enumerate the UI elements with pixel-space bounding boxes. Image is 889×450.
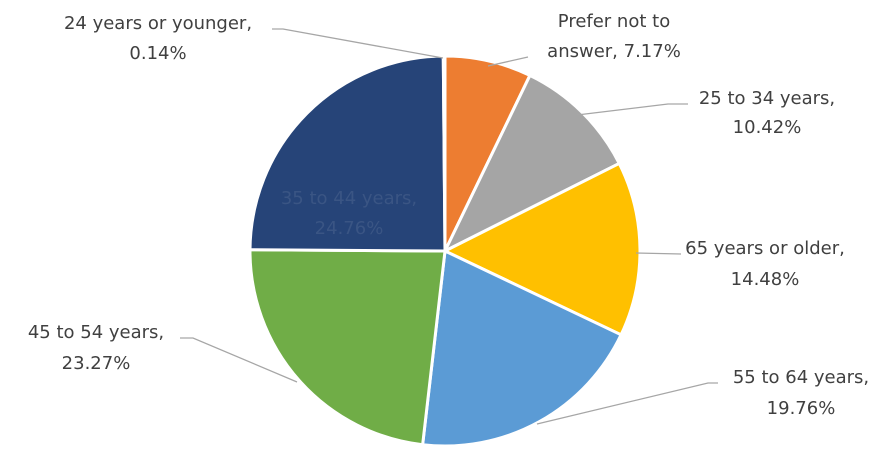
data-label: 65 years or older, <box>685 238 845 259</box>
leader-lines <box>180 28 718 425</box>
data-labels: Prefer not to answer, 7.17% 25 to 34 years… <box>28 11 869 419</box>
pie-slice-25-to-34-years <box>443 73 621 253</box>
data-label: 19.76% <box>767 398 836 419</box>
data-label: 24.76% <box>315 218 384 239</box>
data-label: 10.42% <box>733 117 802 138</box>
leader-line <box>180 337 298 383</box>
pie-slice-35-to-44-years <box>248 54 447 253</box>
pie-slices <box>248 54 642 448</box>
data-label: 24 years or younger, <box>64 13 252 34</box>
leader-line <box>487 56 529 67</box>
data-label: Prefer not to <box>558 11 670 32</box>
data-label: 23.27% <box>62 353 131 374</box>
data-label: 25 to 34 years, <box>699 88 835 109</box>
data-label: 14.48% <box>731 269 800 290</box>
leader-line <box>536 382 718 425</box>
leader-line <box>635 252 682 255</box>
pie-slice-65-years-or-older <box>443 161 642 337</box>
pie-slice-24-years-or-younger <box>441 54 447 253</box>
leader-line <box>576 103 688 116</box>
data-label: 35 to 44 years, <box>281 188 417 209</box>
pie-slice-55-to-64-years <box>421 249 623 448</box>
pie-slice-45-to-54-years <box>248 248 447 447</box>
leader-line <box>272 28 444 59</box>
data-label: answer, 7.17% <box>547 41 681 62</box>
data-label: 45 to 54 years, <box>28 322 164 343</box>
data-label: 55 to 64 years, <box>733 367 869 388</box>
data-label: 0.14% <box>129 43 186 64</box>
